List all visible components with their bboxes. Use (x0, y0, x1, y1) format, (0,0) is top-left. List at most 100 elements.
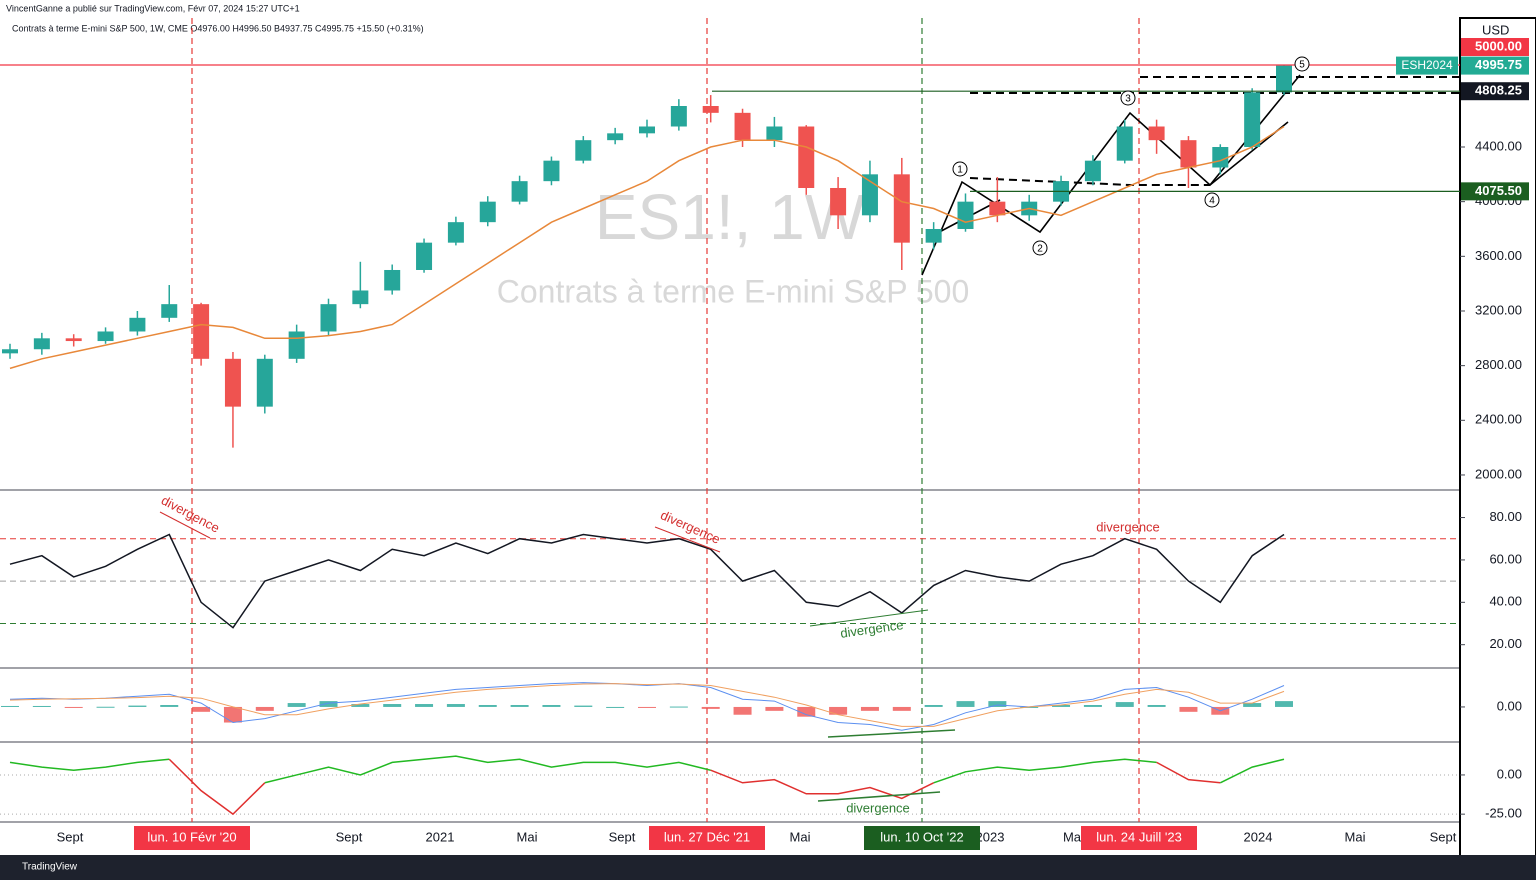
candle-body (129, 317, 146, 332)
candle-body (447, 222, 464, 243)
candle-body (320, 304, 337, 332)
time-label: Mai (790, 829, 811, 844)
price-tag-label: 4808.25 (1475, 83, 1522, 98)
macd-histogram (223, 706, 242, 723)
candle-body (1084, 160, 1101, 182)
symbol-tag (1396, 56, 1458, 75)
candle-body (193, 304, 210, 359)
candle-body (639, 126, 655, 134)
wave-label: 4 (1209, 196, 1215, 207)
macd-histogram (351, 704, 370, 707)
macd-histogram (829, 706, 848, 715)
divergence-line (159, 511, 211, 539)
y-tick-label: 4400.00 (1475, 138, 1522, 153)
candle-body (1276, 65, 1292, 93)
macd-histogram (1052, 705, 1071, 707)
macd-histogram (1179, 706, 1198, 712)
macd-histogram (510, 705, 529, 707)
time-label: Sept (336, 829, 363, 844)
wave-circle (1032, 240, 1048, 256)
candle-body (989, 201, 1006, 216)
wave-label: 2 (1037, 244, 1043, 255)
macd-histogram (956, 701, 975, 707)
macd-histogram (128, 705, 147, 707)
wave-label: 5 (1299, 60, 1305, 71)
macd-histogram (765, 706, 784, 711)
candle-body (957, 201, 974, 229)
oscillator-line (168, 758, 266, 816)
price-tag (1461, 38, 1529, 57)
candle-body (511, 181, 528, 202)
macd-histogram (797, 706, 816, 717)
candle-body (543, 160, 560, 182)
macd-histogram (192, 706, 211, 712)
macd-histogram (542, 705, 561, 707)
macd-histogram (255, 706, 274, 711)
candle-body (2, 349, 18, 354)
macd-histogram (1083, 705, 1102, 707)
divergence-label: divergence (846, 800, 910, 815)
time-label: 2023 (976, 829, 1005, 844)
moving-average (9, 125, 1285, 370)
macd-histogram (638, 706, 656, 708)
macd-histogram (96, 706, 115, 708)
symbol-line: Contrats à terme E-mini S&P 500, 1W, CME… (12, 23, 424, 33)
divergence-line (817, 791, 941, 802)
candle-body (702, 106, 719, 113)
macd-histogram (160, 705, 179, 707)
macd-histogram (478, 705, 497, 707)
candle-body (1212, 147, 1229, 168)
time-label: Sept (1430, 829, 1457, 844)
candle-body (798, 126, 815, 188)
time-label: 2021 (426, 829, 455, 844)
y-tick-label: 0.00 (1497, 698, 1522, 713)
vertical-markers (191, 18, 1140, 822)
wave-circle (1120, 90, 1136, 106)
macd-histogram (924, 705, 943, 707)
y-tick-label: 20.00 (1489, 636, 1522, 651)
macd-histogram (1275, 701, 1293, 707)
candle-body (607, 133, 624, 141)
y-tick-label: 80.00 (1489, 509, 1522, 524)
candle-body (416, 242, 433, 270)
y-tick-label: -25.00 (1485, 806, 1522, 821)
wave-label: 3 (1125, 94, 1131, 105)
candle-body (893, 174, 910, 243)
time-marker (864, 826, 980, 850)
time-marker-label: lun. 10 Oct '22 (880, 829, 963, 844)
candle-body (734, 112, 751, 141)
oscillator-line (264, 755, 711, 784)
wave-circle (952, 161, 968, 177)
candle-body (288, 331, 305, 359)
divergence-line (809, 609, 929, 627)
macd-histogram (574, 705, 593, 707)
price-tag-label: 4995.75 (1475, 57, 1522, 72)
macd-histogram (446, 704, 465, 707)
macd-histogram (733, 706, 752, 715)
price-tag (1461, 182, 1529, 201)
macd-histogram (319, 701, 338, 707)
watermark-name: Contrats à terme E-mini S&P 500 (497, 273, 970, 309)
candle-body (1244, 92, 1261, 148)
divergence-line (654, 526, 721, 553)
candle-body (161, 304, 178, 318)
oscillator-line (1219, 758, 1285, 784)
candle-body (1148, 126, 1165, 141)
candle-body (224, 358, 241, 407)
macd-histogram (1243, 703, 1262, 707)
author-line: VincentGanne a publié sur TradingView.co… (6, 3, 300, 13)
time-marker (134, 826, 250, 850)
candle-body (97, 331, 114, 342)
footer-bar (0, 855, 1536, 880)
price-tag-label: 4075.50 (1475, 183, 1522, 198)
time-marker (649, 826, 765, 850)
macd-histogram (383, 704, 402, 707)
macd-histogram (669, 706, 688, 708)
candle-body (830, 187, 847, 216)
signal-line (9, 683, 1285, 727)
macd-histogram (988, 701, 1007, 707)
time-label: Ma (1063, 829, 1082, 844)
oscillator-line (933, 758, 1157, 784)
